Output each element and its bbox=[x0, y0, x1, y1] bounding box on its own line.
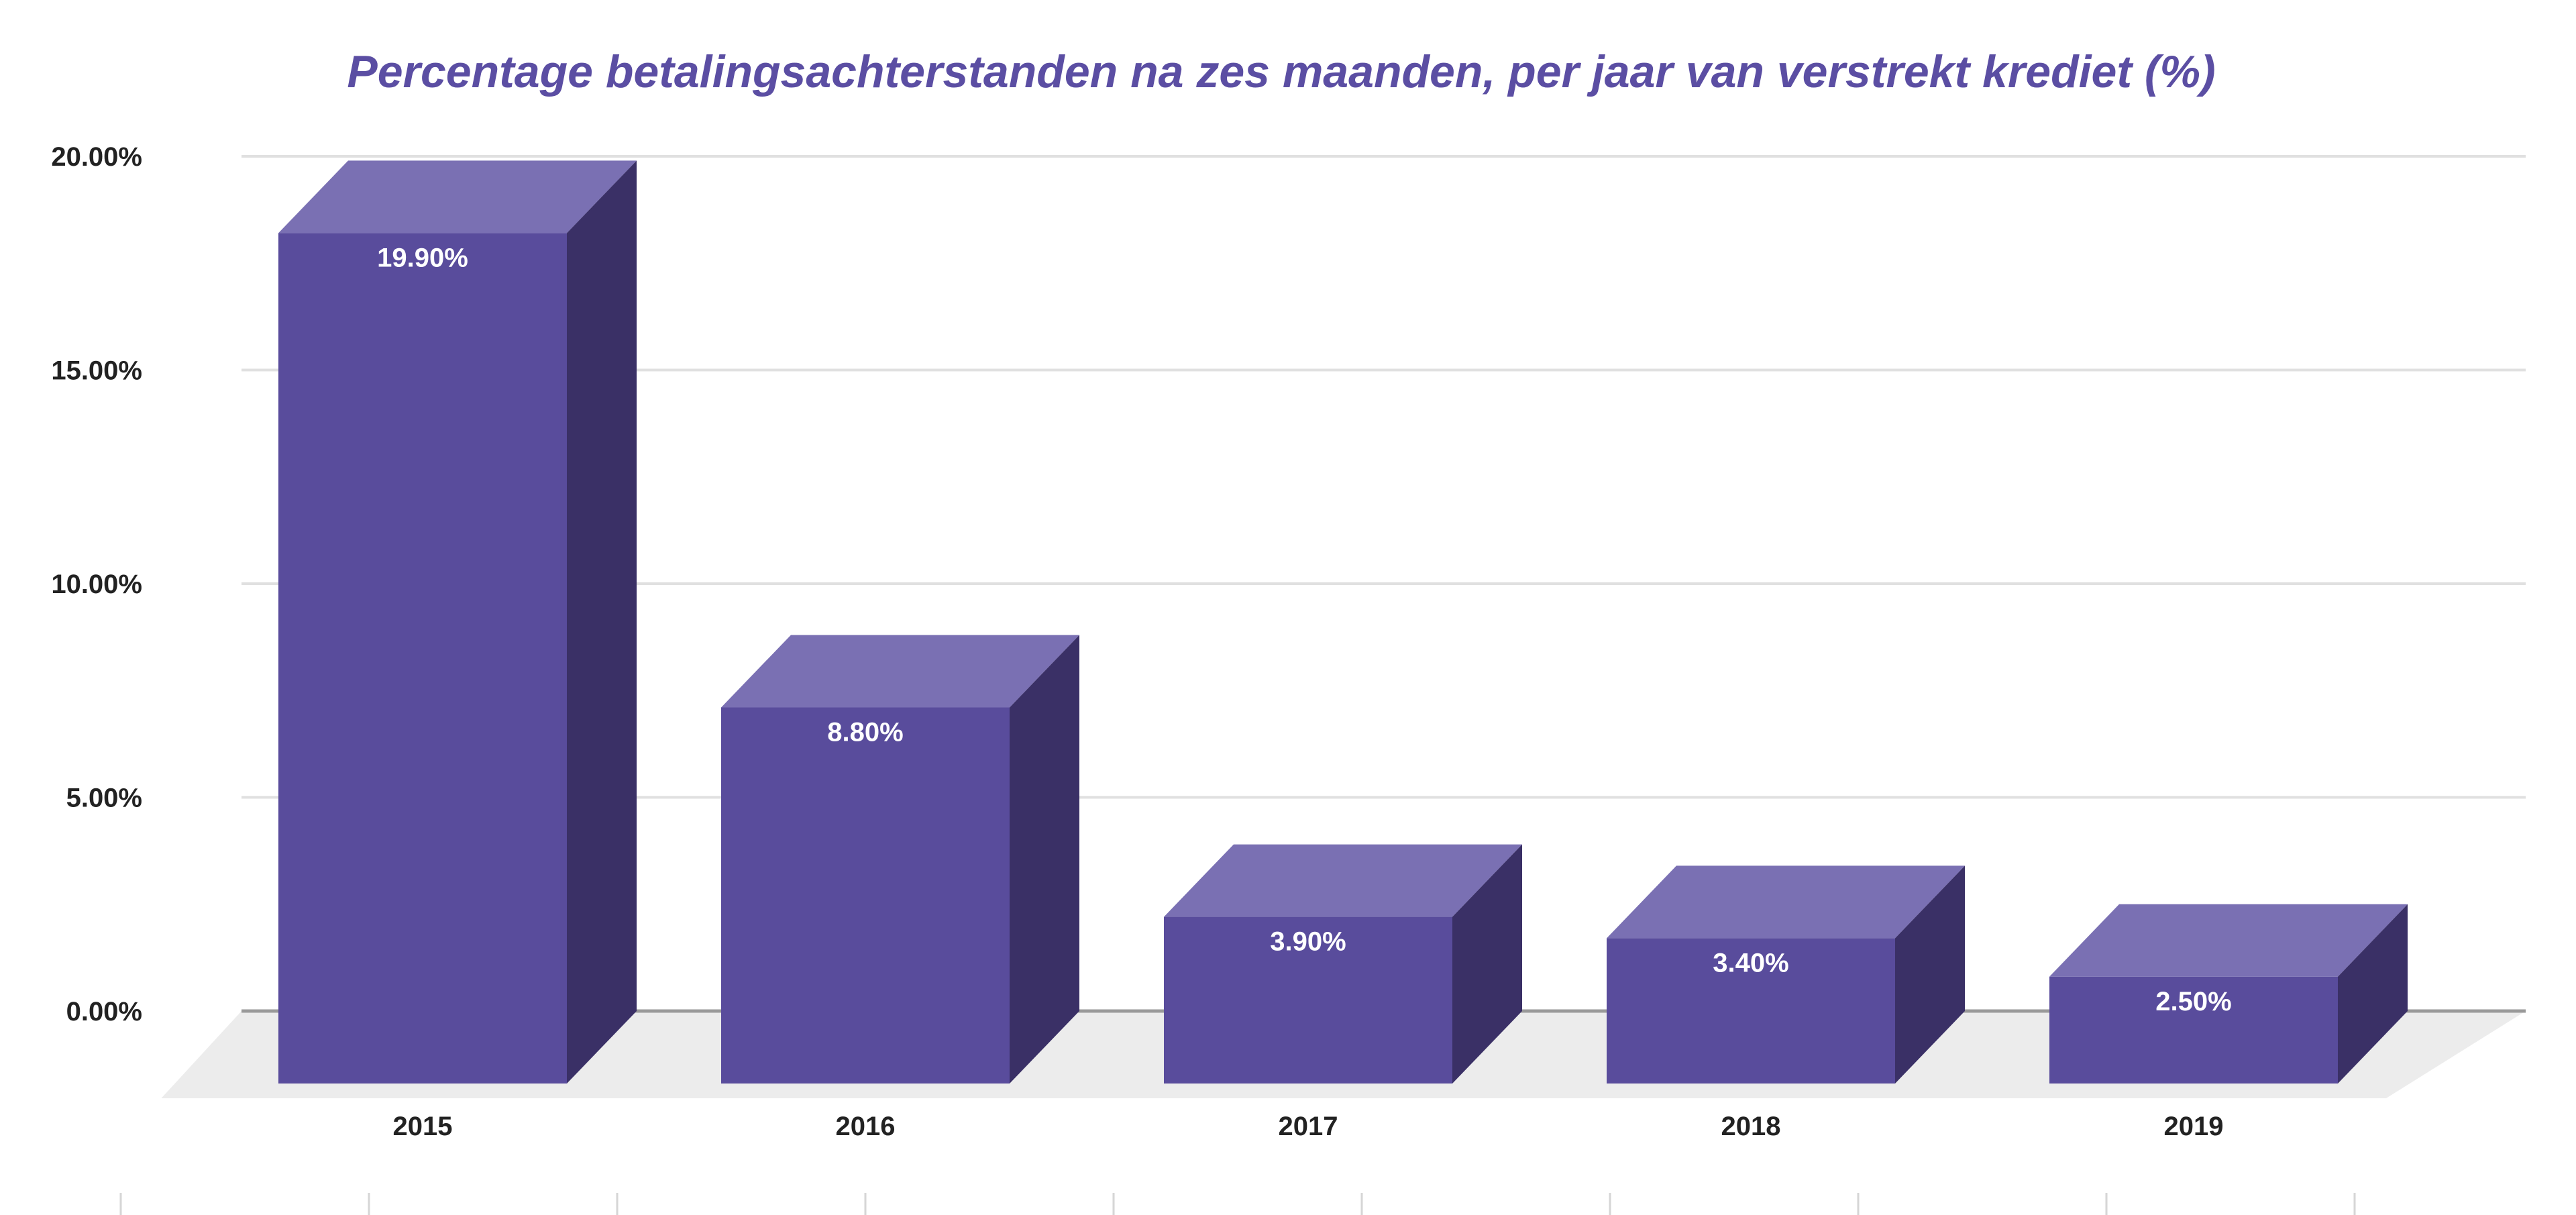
data-label: 3.40% bbox=[1713, 948, 1788, 978]
y-tick-label: 20.00% bbox=[51, 142, 142, 172]
bar-top-face bbox=[2049, 904, 2408, 977]
bar-top-face bbox=[1164, 844, 1522, 917]
x-axis-tick-labels: 2015 2016 2017 2018 2019 bbox=[393, 1112, 2224, 1141]
bar-side-face bbox=[1895, 865, 1965, 1084]
data-label: 19.90% bbox=[377, 243, 468, 272]
bar-side-face bbox=[2338, 904, 2408, 1084]
bar-side-face bbox=[1452, 844, 1522, 1084]
bar-2019: 2.50% bbox=[2049, 904, 2408, 1084]
bar-side-face bbox=[567, 160, 637, 1084]
x-tick-label: 2017 bbox=[1279, 1112, 1338, 1141]
bar-top-face bbox=[1607, 865, 1965, 939]
bar-2016: 8.80% bbox=[721, 635, 1079, 1084]
data-label: 8.80% bbox=[827, 717, 903, 747]
data-label: 3.90% bbox=[1270, 927, 1346, 957]
bar-top-face bbox=[721, 635, 1079, 708]
x-tick-label: 2015 bbox=[393, 1112, 453, 1141]
y-axis-tick-labels: 0.00% 5.00% 10.00% 15.00% 20.00% bbox=[51, 142, 142, 1026]
bar-front-face bbox=[2049, 976, 2338, 1084]
bar-front-face bbox=[278, 233, 567, 1084]
bar-front-face bbox=[1164, 916, 1452, 1084]
y-tick-label: 15.00% bbox=[51, 356, 142, 386]
bar-2017: 3.90% bbox=[1164, 844, 1522, 1084]
y-tick-label: 0.00% bbox=[66, 997, 142, 1026]
y-tick-label: 10.00% bbox=[51, 570, 142, 599]
bottom-axis-ticks bbox=[119, 1193, 2356, 1215]
bar-side-face bbox=[1010, 635, 1079, 1084]
bar-layer: 19.90% 8.80% 3.90% 3.40% 2.50% bbox=[278, 160, 2408, 1084]
data-label: 2.50% bbox=[2155, 987, 2231, 1016]
bar-2018: 3.40% bbox=[1607, 865, 1965, 1084]
chart-title: Percentage betalingsachterstanden na zes… bbox=[347, 46, 2215, 97]
x-tick-label: 2016 bbox=[836, 1112, 896, 1141]
x-tick-label: 2019 bbox=[2164, 1112, 2224, 1141]
x-tick-label: 2018 bbox=[1721, 1112, 1781, 1141]
bar-2015: 19.90% bbox=[278, 160, 637, 1084]
bar-front-face bbox=[1607, 938, 1895, 1084]
bar-top-face bbox=[278, 160, 637, 233]
y-tick-label: 5.00% bbox=[66, 784, 142, 813]
bar-front-face bbox=[721, 707, 1010, 1084]
